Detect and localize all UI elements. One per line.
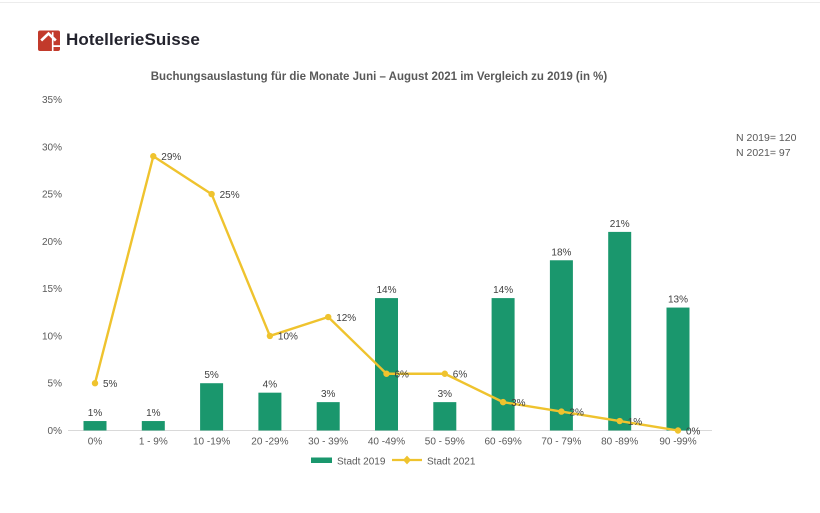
line-marker <box>441 370 448 377</box>
line-marker <box>266 332 274 340</box>
line-marker <box>208 190 215 198</box>
line-marker <box>325 313 332 321</box>
line-data-label: 25% <box>220 190 240 201</box>
line-data-label: 29% <box>161 152 181 163</box>
sample-size-2021: N 2021= 97 <box>736 147 791 159</box>
x-axis-label: 70 - 79% <box>541 437 581 448</box>
y-axis-tick-label: 15% <box>42 284 62 295</box>
line-marker <box>91 380 99 387</box>
bar-data-label: 13% <box>668 295 688 306</box>
sample-size-2019: N 2019= 120 <box>736 132 797 144</box>
bar-data-label: 14% <box>376 285 396 296</box>
line-marker <box>558 408 565 415</box>
bar-0% <box>83 421 107 431</box>
line-marker <box>150 153 157 160</box>
bar-1 - 9% <box>141 421 165 431</box>
bar-data-label: 1% <box>146 408 161 419</box>
line-marker <box>499 398 507 406</box>
x-axis-label: 40 -49% <box>368 437 405 448</box>
bar-70 - 79% <box>549 260 573 431</box>
hotelleriesuisse-house-exclamation-icon <box>38 30 60 51</box>
line-marker <box>616 417 623 425</box>
x-axis-label: 50 - 59% <box>425 437 465 448</box>
y-axis-tick-label: 0% <box>48 426 63 437</box>
bar-data-label: 4% <box>263 380 278 391</box>
bar-20 -29% <box>258 392 282 431</box>
sample-size-note: N 2019= 120 N 2021= 97 <box>736 131 796 161</box>
line-data-label: 10% <box>278 332 298 343</box>
bar-50 - 59% <box>433 402 457 431</box>
x-axis-label: 0% <box>88 437 103 448</box>
line-data-label: 6% <box>453 370 468 381</box>
y-axis-tick-label: 10% <box>42 331 62 342</box>
line-data-label: 12% <box>336 313 356 324</box>
x-axis-label: 1 - 9% <box>139 437 168 448</box>
top-divider <box>0 2 820 3</box>
bar-data-label: 5% <box>204 370 219 381</box>
bar-40 -49% <box>375 298 398 431</box>
y-axis-tick-label: 25% <box>42 190 62 201</box>
line-data-label: 5% <box>103 379 118 390</box>
bar-10 -19% <box>200 383 224 431</box>
hotelleriesuisse-logo: HotellerieSuisse <box>38 29 200 51</box>
bar-80 -89% <box>608 231 632 431</box>
line-marker <box>674 427 682 434</box>
bar-30 - 39% <box>316 402 340 431</box>
bar-data-label: 21% <box>610 219 630 230</box>
y-axis-tick-label: 35% <box>42 95 62 106</box>
bar-data-label: 14% <box>493 285 513 296</box>
y-axis-tick-label: 20% <box>42 237 62 248</box>
line-data-label: 2% <box>569 407 584 418</box>
x-axis-label: 60 -69% <box>484 437 521 448</box>
x-axis-label: 10 -19% <box>193 437 230 448</box>
line-data-label: 1% <box>628 417 643 428</box>
bar-data-label: 3% <box>438 389 453 400</box>
legend-label-stadt-2019: Stadt 2019 <box>337 457 386 468</box>
line-data-label: 0% <box>686 426 701 437</box>
line-marker <box>383 370 390 377</box>
legend-swatch-stadt-2019 <box>311 457 332 463</box>
x-axis-label: 20 -29% <box>251 437 288 448</box>
logo-text: HotellerieSuisse <box>66 30 200 49</box>
chart-title: Buchungsauslastung für die Monate Juni –… <box>150 71 608 83</box>
y-axis-tick-label: 30% <box>42 142 62 153</box>
legend-marker-stadt-2021 <box>403 455 411 465</box>
line-data-label: 3% <box>511 398 526 409</box>
bar-data-label: 3% <box>321 389 336 400</box>
bar-data-label: 18% <box>551 247 571 258</box>
line-data-label: 6% <box>395 370 410 381</box>
bar-60 -69% <box>491 298 515 431</box>
bar-data-label: 1% <box>88 408 103 419</box>
x-axis-label: 30 - 39% <box>308 437 348 448</box>
x-axis-label: 80 -89% <box>601 437 638 448</box>
y-axis-tick-label: 5% <box>48 379 63 390</box>
legend-label-stadt-2021: Stadt 2021 <box>427 457 476 468</box>
bar-90 -99% <box>666 307 690 431</box>
x-axis-label: 90 -99% <box>659 437 696 448</box>
